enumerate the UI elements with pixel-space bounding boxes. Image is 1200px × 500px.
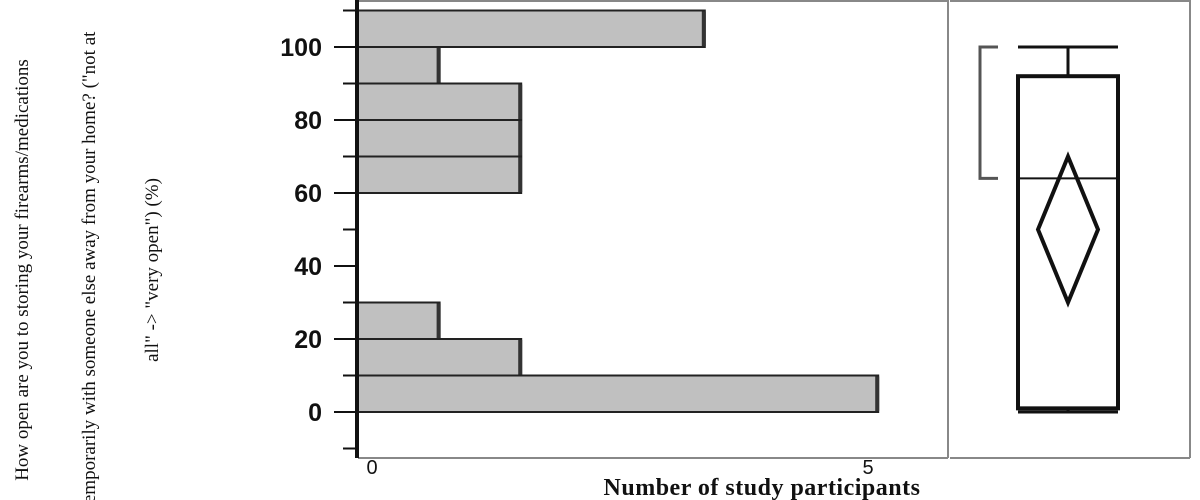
histogram-bar xyxy=(357,46,441,85)
histogram-bar xyxy=(357,374,880,413)
histogram-bar xyxy=(357,9,706,48)
histogram-bar xyxy=(357,301,441,340)
x-tick-label: 5 xyxy=(862,457,873,479)
y-tick-label: 100 xyxy=(280,34,322,62)
histogram-bar xyxy=(357,155,523,194)
y-axis: 0 20 40 60 80 100 xyxy=(280,0,359,458)
y-axis-title: How open are you to storing your firearm… xyxy=(12,31,163,500)
histogram-bar xyxy=(357,338,523,377)
y-axis-title-line: all" -> "very open") (%) xyxy=(142,178,163,362)
y-axis-title-line: temporarily with someone else away from … xyxy=(79,31,100,500)
x-axis-title: Number of study participants xyxy=(604,475,921,500)
y-tick-label: 0 xyxy=(308,399,322,427)
y-tick-label: 40 xyxy=(294,253,322,281)
histogram-bars xyxy=(357,9,880,413)
y-axis-title-line: How open are you to storing your firearm… xyxy=(12,59,33,481)
mean-diamond xyxy=(1035,151,1101,308)
y-tick-label: 20 xyxy=(294,326,322,354)
histogram-bar xyxy=(357,82,523,121)
y-tick-label: 80 xyxy=(294,107,322,135)
x-tick-label: 0 xyxy=(366,457,377,479)
y-tick-label: 60 xyxy=(294,180,322,208)
histogram-bar xyxy=(357,119,523,158)
box-plot-panel xyxy=(950,0,1191,459)
box-iqr xyxy=(1016,74,1120,411)
shortest-half-bracket xyxy=(978,45,998,180)
box-plot xyxy=(978,45,1120,414)
